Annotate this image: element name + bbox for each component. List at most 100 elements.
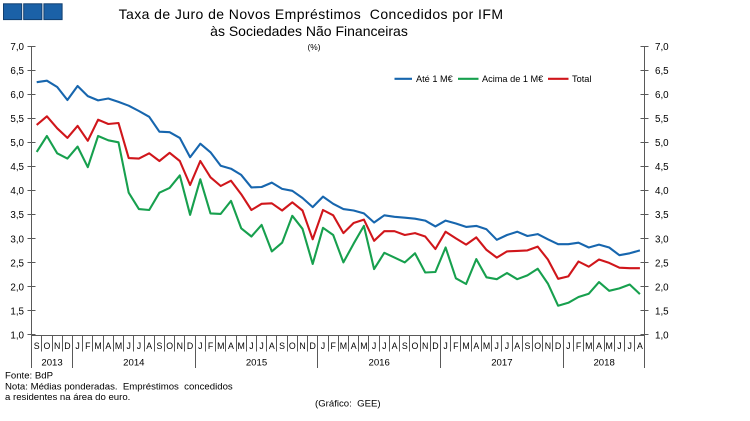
svg-text:F: F	[331, 341, 337, 351]
svg-text:J: J	[198, 341, 202, 351]
svg-text:M: M	[238, 341, 245, 351]
svg-text:4,0: 4,0	[10, 186, 24, 197]
svg-text:A: A	[269, 341, 275, 351]
svg-text:O: O	[166, 341, 173, 351]
svg-text:A: A	[146, 341, 152, 351]
svg-text:J: J	[505, 341, 509, 351]
svg-text:6,0: 6,0	[10, 90, 24, 101]
svg-text:3,0: 3,0	[10, 234, 24, 245]
svg-text:S: S	[402, 341, 408, 351]
svg-text:1,5: 1,5	[655, 306, 669, 317]
svg-text:A: A	[514, 341, 520, 351]
svg-text:2015: 2015	[246, 357, 267, 368]
svg-text:7,0: 7,0	[10, 42, 24, 53]
svg-text:J: J	[249, 341, 253, 351]
svg-text:M: M	[340, 341, 347, 351]
svg-text:F: F	[453, 341, 459, 351]
svg-text:Nota: Médias ponderadas. Empr: Nota: Médias ponderadas. Empréstimos con…	[5, 382, 233, 393]
svg-text:7,0: 7,0	[655, 42, 669, 53]
svg-text:6,5: 6,5	[655, 66, 669, 77]
svg-text:1,0: 1,0	[655, 330, 669, 341]
svg-text:M: M	[585, 341, 592, 351]
svg-text:O: O	[289, 341, 296, 351]
svg-text:J: J	[627, 341, 631, 351]
svg-text:F: F	[208, 341, 214, 351]
svg-text:Taxa de Juro de Novos Emprésti: Taxa de Juro de Novos Empréstimos Conced…	[119, 6, 504, 22]
svg-text:2018: 2018	[593, 357, 614, 368]
svg-text:S: S	[156, 341, 162, 351]
svg-text:A: A	[392, 341, 398, 351]
svg-text:J: J	[127, 341, 131, 351]
svg-text:3,5: 3,5	[655, 210, 669, 221]
svg-text:M: M	[462, 341, 469, 351]
svg-text:J: J	[321, 341, 325, 351]
svg-text:A: A	[351, 341, 357, 351]
svg-text:1,0: 1,0	[10, 330, 24, 341]
svg-text:J: J	[495, 341, 499, 351]
svg-text:J: J	[443, 341, 447, 351]
svg-text:N: N	[545, 341, 551, 351]
svg-text:S: S	[524, 341, 530, 351]
svg-text:2,5: 2,5	[10, 258, 24, 269]
svg-text:N: N	[299, 341, 305, 351]
svg-text:O: O	[44, 341, 51, 351]
svg-text:3,0: 3,0	[655, 234, 669, 245]
svg-text:J: J	[617, 341, 621, 351]
svg-text:Total: Total	[572, 74, 591, 84]
svg-text:N: N	[54, 341, 60, 351]
svg-text:J: J	[137, 341, 141, 351]
svg-text:M: M	[483, 341, 490, 351]
svg-text:Fonte: BdP: Fonte: BdP	[5, 371, 53, 382]
svg-text:A: A	[473, 341, 479, 351]
svg-text:1,5: 1,5	[10, 306, 24, 317]
svg-text:6,5: 6,5	[10, 66, 24, 77]
svg-text:M: M	[115, 341, 122, 351]
svg-text:N: N	[177, 341, 183, 351]
svg-text:M: M	[217, 341, 224, 351]
svg-text:O: O	[534, 341, 541, 351]
svg-text:a residentes na área do euro.: a residentes na área do euro.	[5, 392, 130, 403]
svg-text:2017: 2017	[491, 357, 512, 368]
svg-text:J: J	[259, 341, 263, 351]
svg-text:D: D	[187, 341, 193, 351]
svg-text:4,5: 4,5	[10, 162, 24, 173]
svg-text:O: O	[412, 341, 419, 351]
svg-text:M: M	[94, 341, 101, 351]
svg-text:2,0: 2,0	[655, 282, 669, 293]
svg-text:às Sociedades Não Financeiras: às Sociedades Não Financeiras	[210, 23, 408, 39]
svg-text:Até 1 M€: Até 1 M€	[416, 74, 453, 84]
svg-text:2,5: 2,5	[655, 258, 669, 269]
svg-text:D: D	[310, 341, 316, 351]
svg-text:4,0: 4,0	[655, 186, 669, 197]
svg-text:5,5: 5,5	[10, 114, 24, 125]
svg-text:M: M	[360, 341, 367, 351]
svg-text:D: D	[555, 341, 561, 351]
svg-text:J: J	[566, 341, 570, 351]
svg-text:N: N	[422, 341, 428, 351]
svg-text:A: A	[596, 341, 602, 351]
svg-text:A: A	[637, 341, 643, 351]
svg-text:3,5: 3,5	[10, 210, 24, 221]
svg-text:D: D	[432, 341, 438, 351]
svg-text:(%): (%)	[307, 42, 320, 52]
svg-text:2016: 2016	[369, 357, 390, 368]
svg-text:J: J	[372, 341, 376, 351]
svg-text:M: M	[606, 341, 613, 351]
svg-text:S: S	[279, 341, 285, 351]
svg-text:F: F	[85, 341, 91, 351]
svg-text:2014: 2014	[123, 357, 145, 368]
svg-text:4,5: 4,5	[655, 162, 669, 173]
svg-text:D: D	[64, 341, 70, 351]
svg-text:A: A	[228, 341, 234, 351]
svg-text:S: S	[34, 341, 40, 351]
svg-text:5,0: 5,0	[10, 138, 24, 149]
svg-text:2,0: 2,0	[10, 282, 24, 293]
svg-text:5,0: 5,0	[655, 138, 669, 149]
svg-text:A: A	[105, 341, 111, 351]
svg-text:F: F	[576, 341, 582, 351]
svg-text:Acima de 1 M€: Acima de 1 M€	[482, 74, 543, 84]
svg-text:2013: 2013	[41, 357, 62, 368]
svg-text:6,0: 6,0	[655, 90, 669, 101]
svg-text:5,5: 5,5	[655, 114, 669, 125]
svg-text:J: J	[382, 341, 386, 351]
